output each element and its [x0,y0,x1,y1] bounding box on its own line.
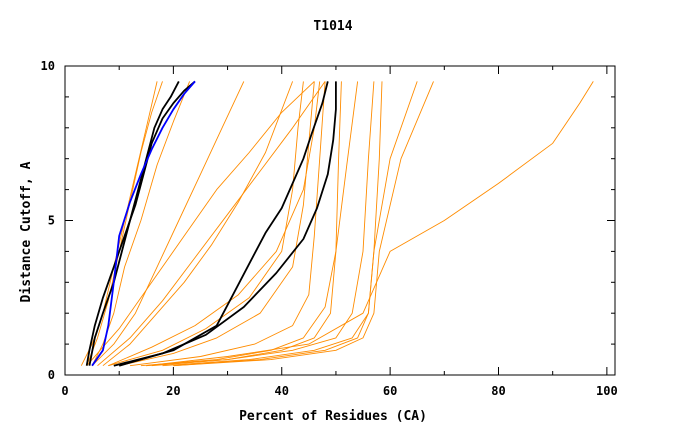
series-line-model-q [108,81,304,367]
series-line-model-g [119,81,315,367]
y-tick-label: 10 [41,59,55,73]
x-axis-title: Percent of Residues (CA) [239,409,427,424]
series-line-model-h [129,81,326,367]
x-tick-label: 60 [383,384,397,398]
series-line-reference-blue [91,80,196,367]
series-line-reference-3 [118,81,329,367]
y-axis-ticks: 0 5 10 [41,59,615,382]
series-line-model-p [102,81,294,367]
series-layer [80,80,594,367]
x-tick-label: 0 [61,384,68,398]
series-line-model-outlier [146,81,594,367]
series-line-model-f [108,81,321,367]
series-line-model-n [173,81,434,367]
series-line-model-d [91,81,245,367]
y-tick-label: 5 [48,214,55,228]
series-line-reference-2 [88,80,180,366]
y-tick-label: 0 [48,368,55,382]
series-line-model-k [151,81,375,367]
chart-title: T1014 [313,19,352,34]
series-line-model-j [140,81,359,367]
x-tick-label: 80 [491,384,505,398]
y-axis-title: Distance Cutoff, A [19,161,34,302]
x-tick-label: 100 [596,384,618,398]
series-line-reference-1 [85,80,196,366]
series-line-model-m [173,81,418,367]
series-line-model-b [86,81,163,366]
series-line-reference-4 [113,81,337,367]
series-line-model-o [86,81,315,366]
x-tick-label: 40 [275,384,289,398]
x-axis-ticks: 0 20 40 60 80 100 [61,66,618,398]
series-line-model-l [162,81,383,367]
series-line-model-e [97,81,326,367]
x-tick-label: 20 [166,384,180,398]
